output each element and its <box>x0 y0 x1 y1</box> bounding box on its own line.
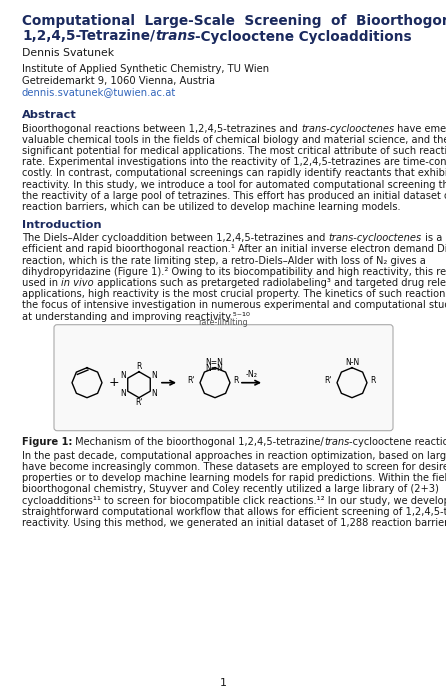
Text: valuable chemical tools in the fields of chemical biology and material science, : valuable chemical tools in the fields of… <box>22 134 446 145</box>
Text: N: N <box>120 371 126 380</box>
Text: the reactivity of a large pool of tetrazines. This effort has produced an initia: the reactivity of a large pool of tetraz… <box>22 190 446 201</box>
Text: have emerged as: have emerged as <box>394 123 446 134</box>
Text: Introduction: Introduction <box>22 220 102 230</box>
Text: Computational  Large-Scale  Screening  of  Bioorthogonal: Computational Large-Scale Screening of B… <box>22 14 446 28</box>
Text: trans-cyclooctenes: trans-cyclooctenes <box>301 123 394 134</box>
Text: The Diels–Alder cycloaddition between 1,2,4,5-tetrazines and: The Diels–Alder cycloaddition between 1,… <box>22 233 329 243</box>
Text: -N₂: -N₂ <box>245 370 257 379</box>
Text: straightforward computational workflow that allows for efficient screening of 1,: straightforward computational workflow t… <box>22 507 446 517</box>
Text: rate-limiting: rate-limiting <box>198 318 248 327</box>
Text: significant potential for medical applications. The most critical attribute of s: significant potential for medical applic… <box>22 146 446 156</box>
Text: at understanding and improving reactivity.⁵⁻¹⁰: at understanding and improving reactivit… <box>22 312 250 321</box>
Text: N=N: N=N <box>205 358 223 367</box>
Text: 1,2,4,5-Tetrazine/: 1,2,4,5-Tetrazine/ <box>22 29 155 43</box>
Text: R': R' <box>325 376 332 385</box>
Text: cycloadditions¹¹ to screen for biocompatible click reactions.¹² In our study, we: cycloadditions¹¹ to screen for biocompat… <box>22 496 446 505</box>
Text: Mechanism of the bioorthogonal 1,2,4,5-tetrazine/: Mechanism of the bioorthogonal 1,2,4,5-t… <box>72 437 324 447</box>
Text: -cyclooctene reaction.: -cyclooctene reaction. <box>349 437 446 447</box>
Text: In the past decade, computational approaches in reaction optimization, based on : In the past decade, computational approa… <box>22 451 446 461</box>
Text: N: N <box>120 389 126 398</box>
Text: dennis.svatunek@tuwien.ac.at: dennis.svatunek@tuwien.ac.at <box>22 88 176 97</box>
Text: 1: 1 <box>219 678 227 688</box>
Text: +: + <box>109 376 120 389</box>
Text: costly. In contrast, computational screenings can rapidly identify reactants tha: costly. In contrast, computational scree… <box>22 168 446 178</box>
Text: R: R <box>136 362 142 371</box>
Text: reaction barriers, which can be utilized to develop machine learning models.: reaction barriers, which can be utilized… <box>22 202 401 212</box>
Text: have become increasingly common. These datasets are employed to screen for desir: have become increasingly common. These d… <box>22 462 446 472</box>
Text: is a highly: is a highly <box>421 233 446 243</box>
Text: bioorthogonal chemistry, Stuyver and Coley recently utilized a large library of : bioorthogonal chemistry, Stuyver and Col… <box>22 484 439 494</box>
Text: in vivo: in vivo <box>61 278 94 288</box>
Text: used in: used in <box>22 278 61 288</box>
Text: applications, high reactivity is the most crucial property. The kinetics of such: applications, high reactivity is the mos… <box>22 289 446 299</box>
Text: -Cyclooctene Cycloadditions: -Cyclooctene Cycloadditions <box>195 29 412 43</box>
Text: Bioorthogonal reactions between 1,2,4,5-tetrazines and: Bioorthogonal reactions between 1,2,4,5-… <box>22 123 301 134</box>
Text: trans: trans <box>324 437 349 447</box>
Text: Institute of Applied Synthetic Chemistry, TU Wien: Institute of Applied Synthetic Chemistry… <box>22 64 269 74</box>
Text: R: R <box>233 376 238 385</box>
Text: trans: trans <box>155 29 195 43</box>
Text: trans-cyclooctenes: trans-cyclooctenes <box>329 233 421 243</box>
Text: the focus of intensive investigation in numerous experimental and computational : the focus of intensive investigation in … <box>22 300 446 310</box>
Text: reactivity. Using this method, we generated an initial dataset of 1,288 reaction: reactivity. Using this method, we genera… <box>22 518 446 528</box>
Text: R: R <box>370 376 376 385</box>
Text: reactivity. In this study, we introduce a tool for automated computational scree: reactivity. In this study, we introduce … <box>22 179 446 190</box>
Text: Abstract: Abstract <box>22 111 77 120</box>
Text: rate. Experimental investigations into the reactivity of 1,2,4,5-tetrazines are : rate. Experimental investigations into t… <box>22 157 446 167</box>
Text: properties or to develop machine learning models for rapid predictions. Within t: properties or to develop machine learnin… <box>22 473 446 483</box>
Text: Figure 1:: Figure 1: <box>22 437 72 447</box>
Text: Dennis Svatunek: Dennis Svatunek <box>22 48 114 59</box>
Text: dihydropyridazine (Figure 1).² Owing to its biocompatibility and high reactivity: dihydropyridazine (Figure 1).² Owing to … <box>22 267 446 276</box>
Text: N-N: N-N <box>345 358 359 367</box>
Text: R': R' <box>187 376 195 385</box>
Text: R': R' <box>135 398 143 407</box>
Text: efficient and rapid bioorthogonal reaction.¹ After an initial inverse electron d: efficient and rapid bioorthogonal reacti… <box>22 244 446 254</box>
Text: N: N <box>152 371 157 380</box>
FancyBboxPatch shape <box>54 325 393 430</box>
Text: applications such as pretargeted radiolabeling³ and targeted drug release.⁴ In t: applications such as pretargeted radiola… <box>94 278 446 288</box>
Text: reaction, which is the rate limiting step, a retro-Diels–Alder with loss of N₂ g: reaction, which is the rate limiting ste… <box>22 256 426 265</box>
Text: N=N: N=N <box>205 364 223 372</box>
Text: N: N <box>152 389 157 398</box>
Text: Getreidemarkt 9, 1060 Vienna, Austria: Getreidemarkt 9, 1060 Vienna, Austria <box>22 76 215 86</box>
